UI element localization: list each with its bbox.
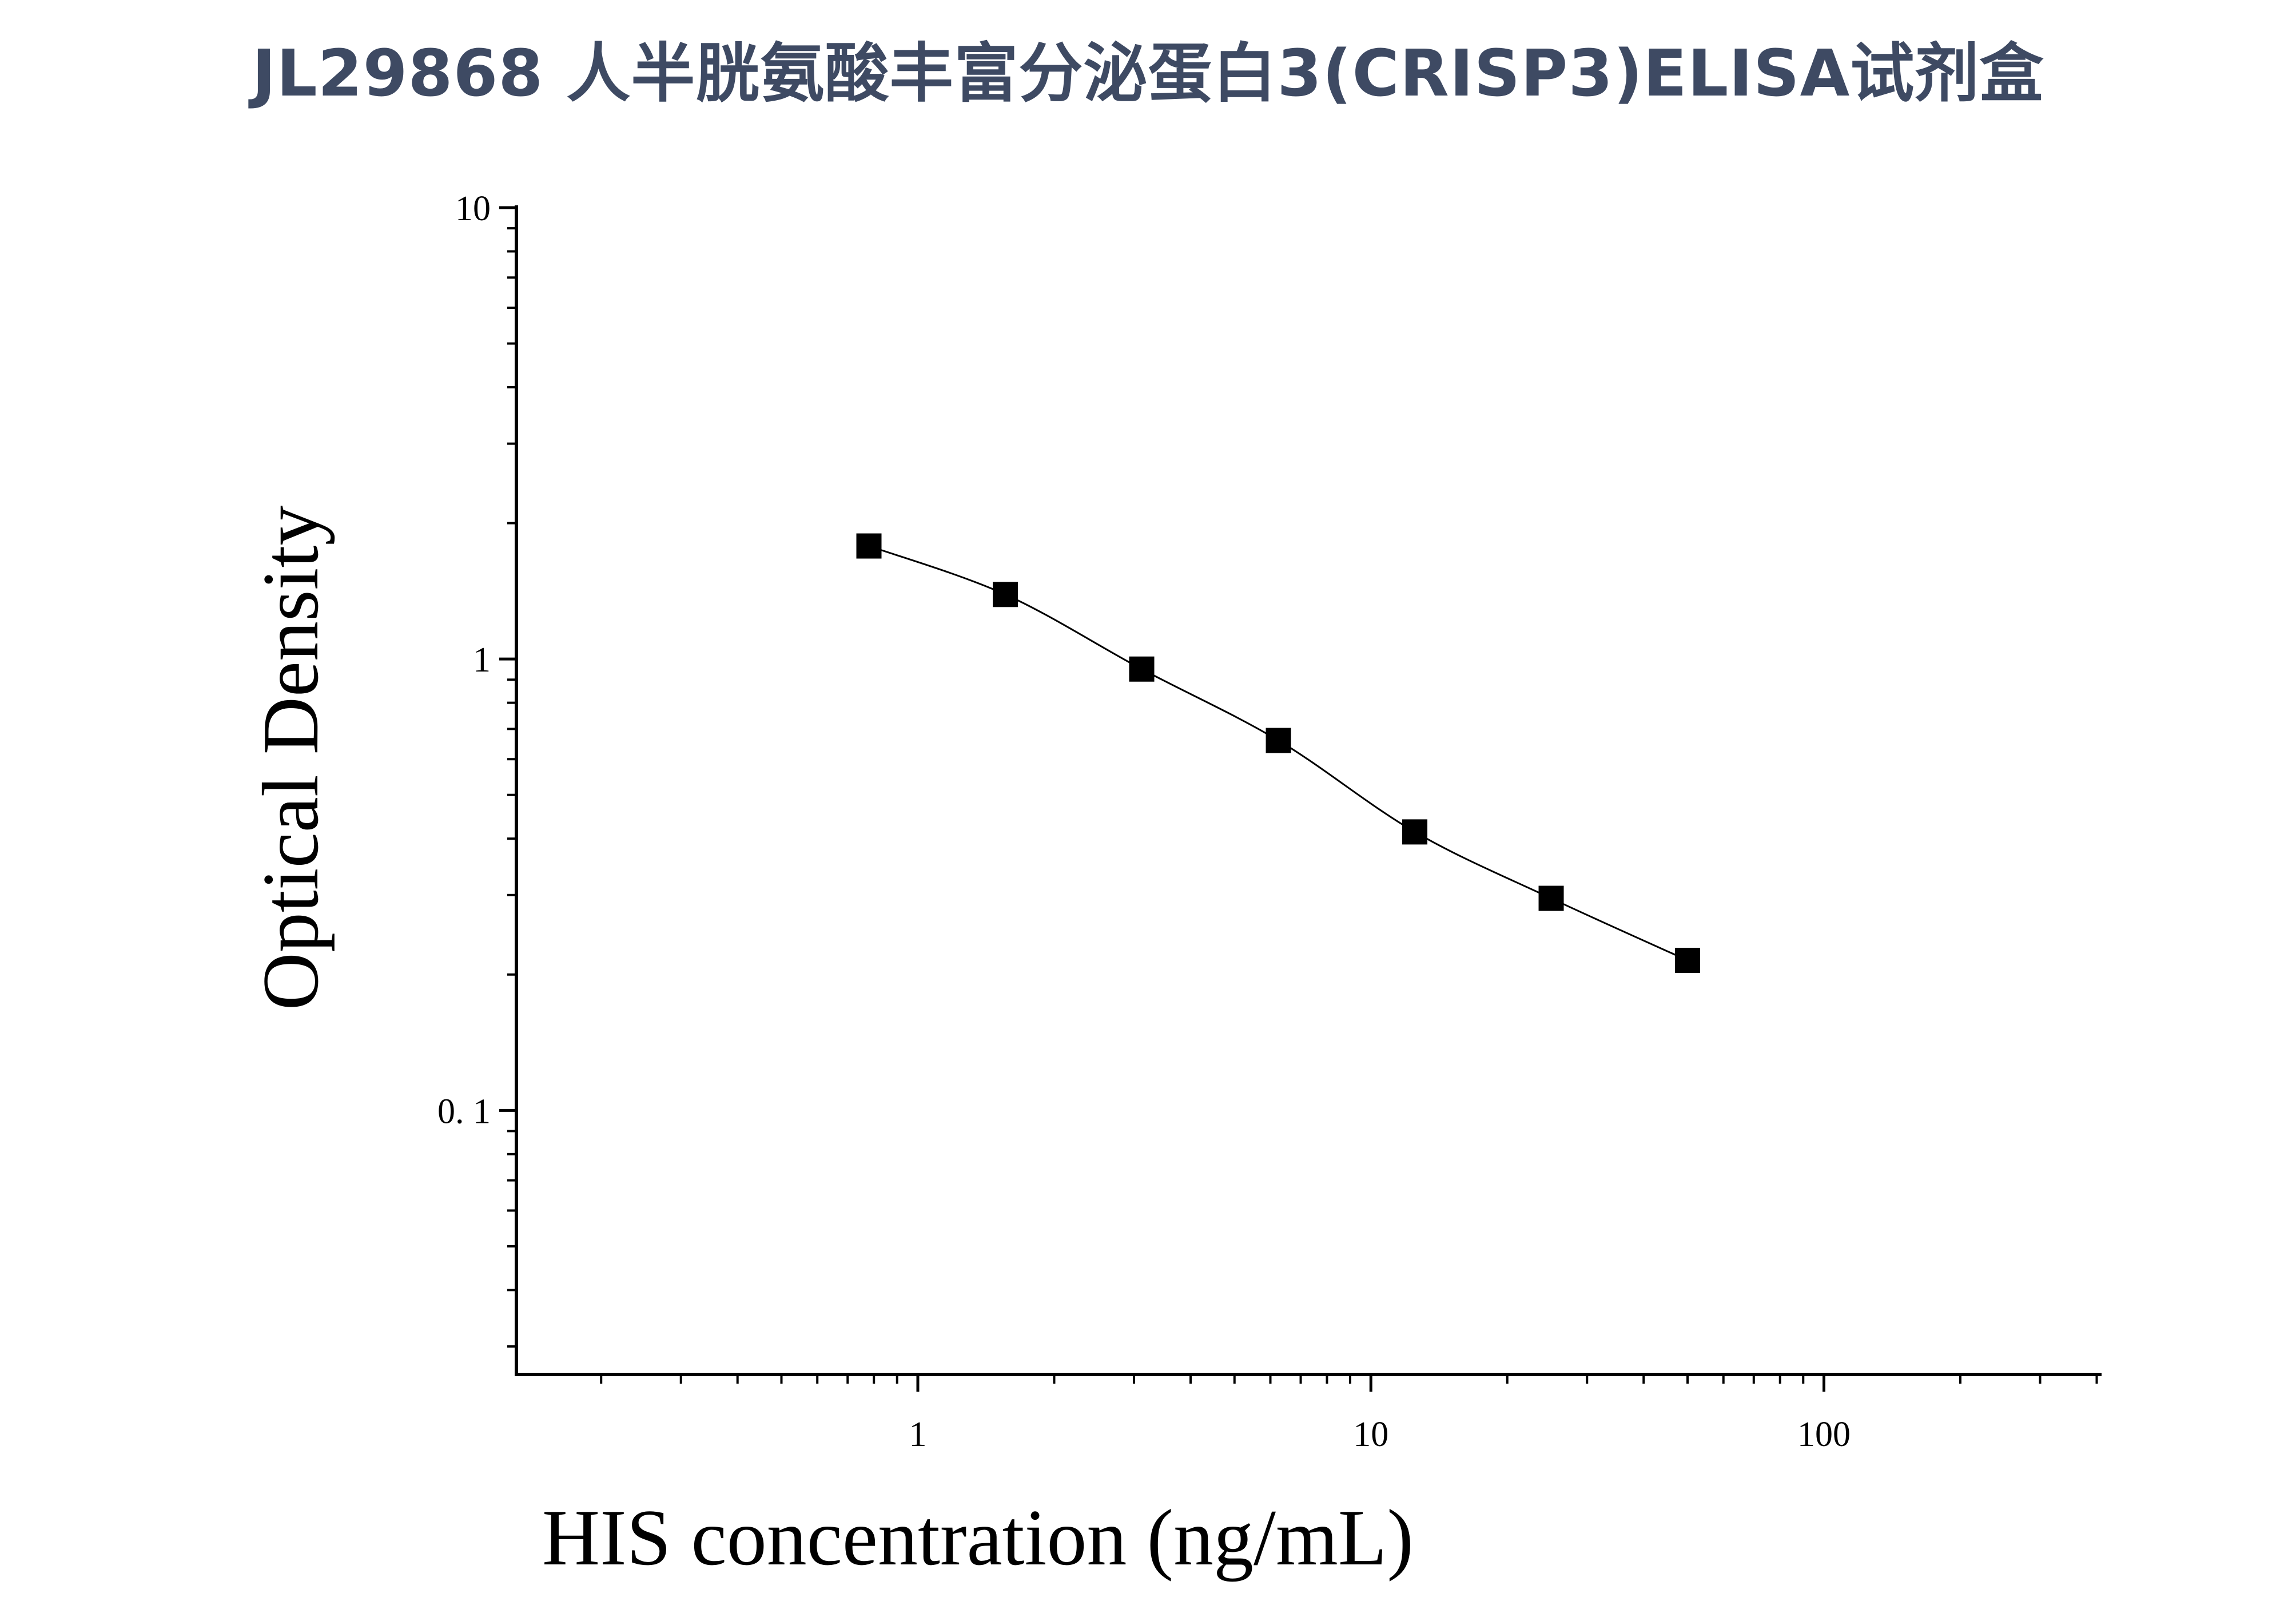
x-tick-label: 10: [1353, 1415, 1388, 1454]
chart-title: JL29868 人半胱氨酸丰富分泌蛋白3(CRISP3)ELISA试剂盒: [252, 37, 2044, 111]
y-tick-label: 10: [455, 189, 491, 228]
data-point: [1129, 656, 1155, 682]
axes-layer: 1 10 100 10 1 0. 1: [437, 189, 2102, 1454]
y-tick-label: 1: [473, 641, 491, 680]
fit-curve: [868, 545, 1688, 962]
data-point: [992, 582, 1018, 607]
y-axis-label: Optical Density: [246, 506, 335, 1011]
data-point: [1402, 819, 1428, 845]
x-axis-label: HIS concentration (ng/mL): [542, 1493, 1414, 1582]
x-tick-label: 1: [909, 1415, 926, 1454]
data-points-layer: [856, 533, 1701, 973]
data-point: [856, 533, 882, 559]
data-point: [1538, 885, 1564, 911]
data-point: [1675, 947, 1701, 973]
x-tick-label: 100: [1797, 1415, 1851, 1454]
data-point: [1266, 728, 1291, 753]
fit-curve-layer: [868, 545, 1688, 962]
y-tick-label: 0. 1: [437, 1092, 491, 1131]
